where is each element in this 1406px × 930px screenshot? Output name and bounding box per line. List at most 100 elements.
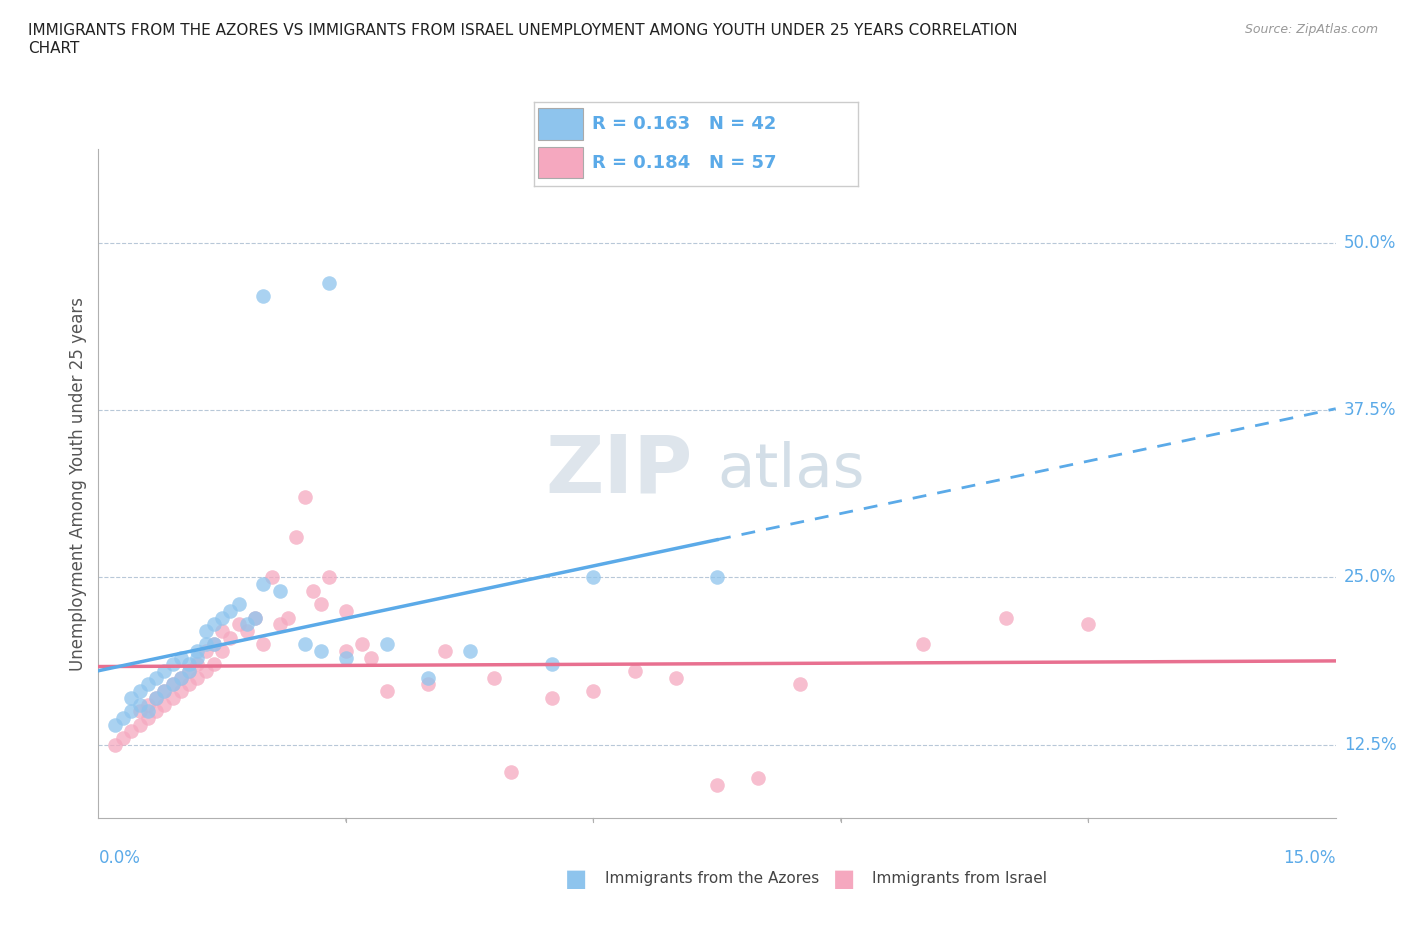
- Point: [145, 671, 167, 685]
- Point: [458, 644, 481, 658]
- Point: [747, 771, 769, 786]
- Text: 50.0%: 50.0%: [1344, 233, 1396, 251]
- Point: [145, 704, 167, 719]
- Point: [153, 664, 176, 679]
- Point: [179, 664, 201, 679]
- Point: [162, 677, 184, 692]
- Point: [112, 711, 135, 725]
- Text: IMMIGRANTS FROM THE AZORES VS IMMIGRANTS FROM ISRAEL UNEMPLOYMENT AMONG YOUTH UN: IMMIGRANTS FROM THE AZORES VS IMMIGRANTS…: [28, 23, 1018, 56]
- Point: [706, 777, 728, 792]
- Text: ZIP: ZIP: [546, 432, 692, 510]
- Point: [335, 650, 357, 665]
- Point: [499, 764, 522, 779]
- Point: [912, 637, 935, 652]
- Point: [170, 650, 193, 665]
- Point: [145, 690, 167, 705]
- Point: [433, 644, 456, 658]
- Point: [665, 671, 688, 685]
- Point: [582, 684, 605, 698]
- Point: [243, 610, 266, 625]
- Point: [335, 604, 357, 618]
- Point: [309, 597, 332, 612]
- Point: [706, 570, 728, 585]
- Point: [104, 737, 127, 752]
- Text: Immigrants from the Azores: Immigrants from the Azores: [605, 871, 818, 886]
- Point: [318, 570, 340, 585]
- Point: [375, 684, 398, 698]
- Point: [269, 583, 291, 598]
- Text: ■: ■: [565, 867, 588, 891]
- Point: [236, 623, 259, 638]
- Point: [219, 631, 242, 645]
- Text: Source: ZipAtlas.com: Source: ZipAtlas.com: [1244, 23, 1378, 36]
- Point: [360, 650, 382, 665]
- FancyBboxPatch shape: [537, 108, 582, 140]
- Point: [186, 657, 208, 671]
- Point: [136, 698, 159, 712]
- Point: [541, 657, 564, 671]
- Point: [252, 288, 274, 303]
- Point: [120, 724, 142, 738]
- Point: [104, 717, 127, 732]
- Point: [202, 637, 225, 652]
- Point: [194, 637, 217, 652]
- Point: [260, 570, 283, 585]
- Point: [153, 698, 176, 712]
- Point: [309, 644, 332, 658]
- Point: [186, 644, 208, 658]
- Point: [186, 650, 208, 665]
- Point: [202, 657, 225, 671]
- Point: [418, 677, 440, 692]
- Point: [236, 617, 259, 631]
- Point: [120, 704, 142, 719]
- Point: [153, 684, 176, 698]
- Y-axis label: Unemployment Among Youth under 25 years: Unemployment Among Youth under 25 years: [69, 297, 87, 671]
- Point: [170, 671, 193, 685]
- Point: [243, 610, 266, 625]
- Text: atlas: atlas: [717, 441, 865, 499]
- Point: [789, 677, 811, 692]
- Point: [162, 657, 184, 671]
- Point: [228, 617, 250, 631]
- Point: [484, 671, 506, 685]
- Point: [335, 644, 357, 658]
- Point: [252, 577, 274, 591]
- Point: [228, 597, 250, 612]
- Point: [112, 731, 135, 746]
- Point: [179, 677, 201, 692]
- Point: [285, 530, 308, 545]
- Point: [136, 711, 159, 725]
- Point: [153, 684, 176, 698]
- Point: [211, 644, 233, 658]
- Point: [318, 275, 340, 290]
- Point: [252, 637, 274, 652]
- Point: [211, 610, 233, 625]
- Point: [541, 690, 564, 705]
- Text: R = 0.163   N = 42: R = 0.163 N = 42: [592, 115, 778, 133]
- Point: [136, 704, 159, 719]
- Text: 0.0%: 0.0%: [98, 849, 141, 867]
- Point: [302, 583, 325, 598]
- Point: [277, 610, 299, 625]
- Text: 15.0%: 15.0%: [1284, 849, 1336, 867]
- Point: [162, 690, 184, 705]
- Point: [375, 637, 398, 652]
- Point: [219, 604, 242, 618]
- Point: [120, 690, 142, 705]
- Point: [145, 690, 167, 705]
- Text: 37.5%: 37.5%: [1344, 401, 1396, 418]
- Point: [162, 677, 184, 692]
- Point: [352, 637, 374, 652]
- Point: [128, 684, 150, 698]
- Point: [294, 489, 316, 504]
- Point: [211, 623, 233, 638]
- Text: ■: ■: [832, 867, 855, 891]
- Text: R = 0.184   N = 57: R = 0.184 N = 57: [592, 153, 778, 171]
- Point: [1077, 617, 1099, 631]
- Point: [170, 684, 193, 698]
- Point: [194, 644, 217, 658]
- Point: [194, 664, 217, 679]
- Point: [294, 637, 316, 652]
- Point: [128, 698, 150, 712]
- Point: [170, 671, 193, 685]
